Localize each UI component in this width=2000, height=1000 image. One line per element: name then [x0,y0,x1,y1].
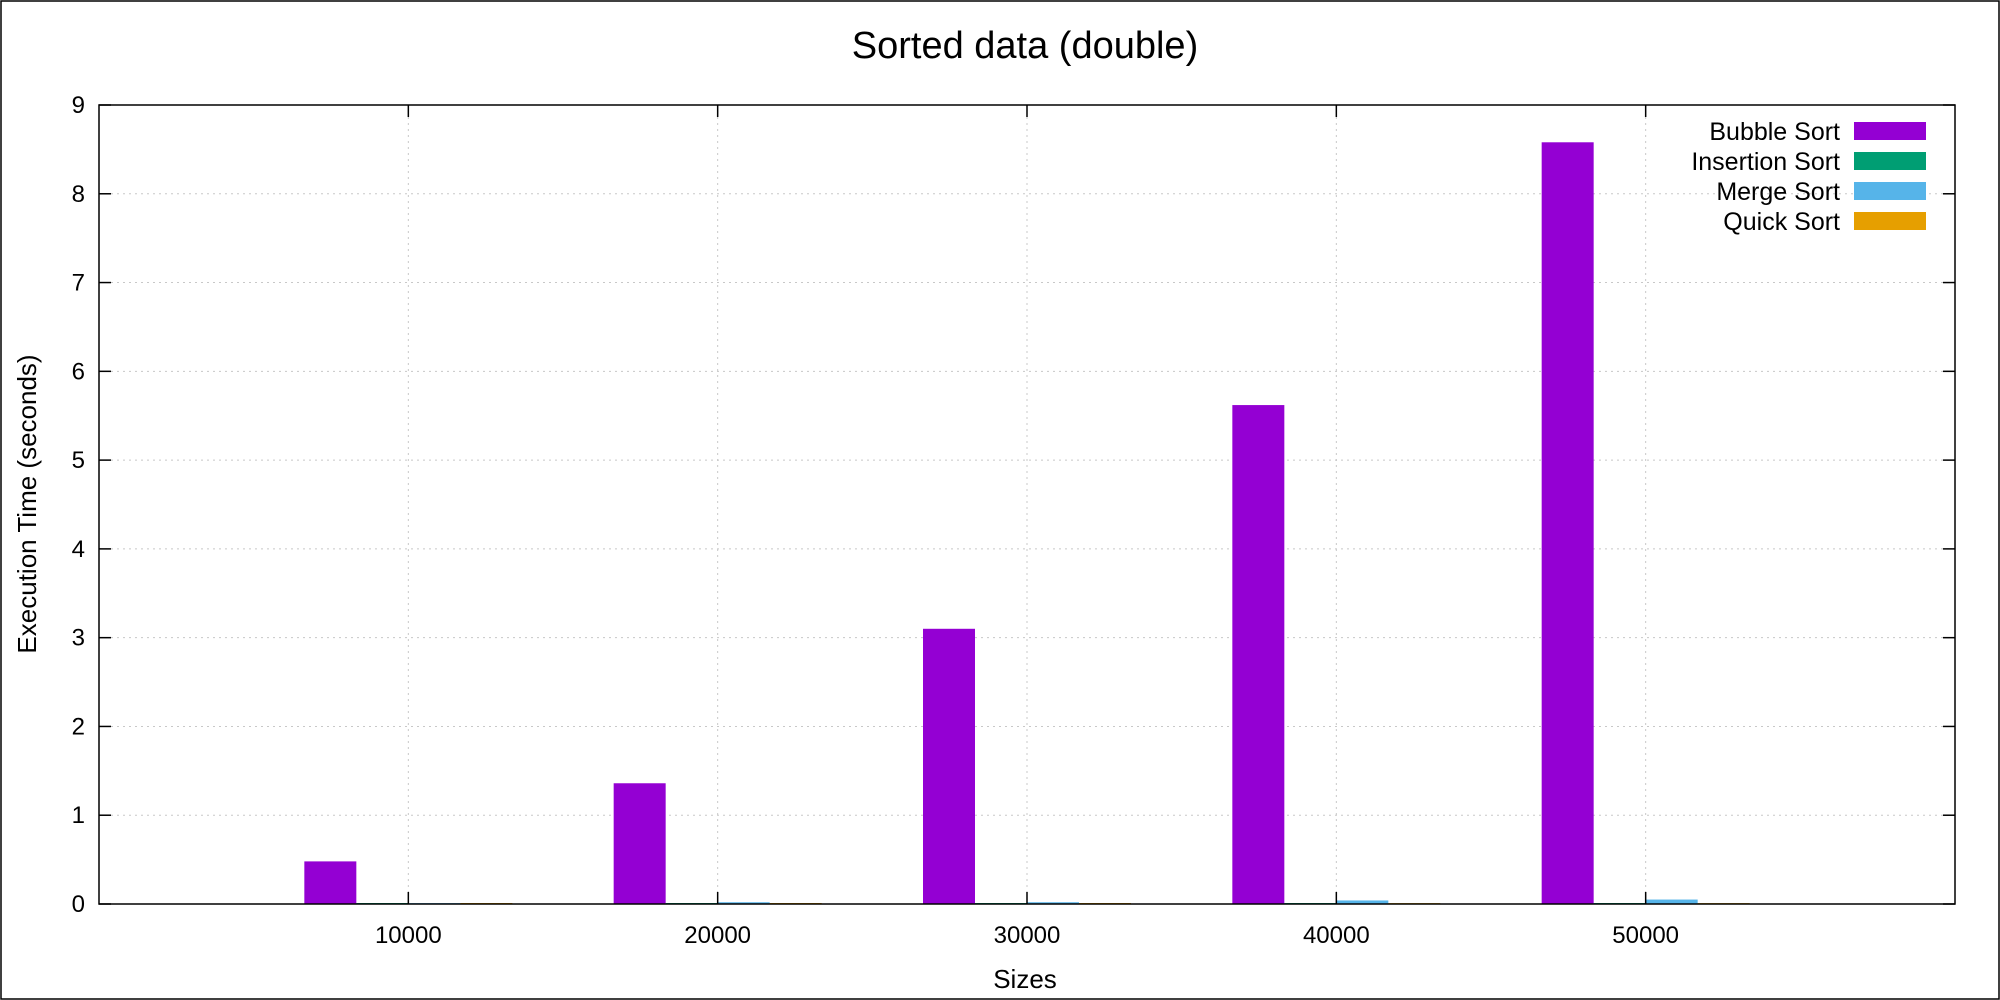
x-tick-label: 30000 [994,922,1061,949]
bar-bubble-sort-20000 [613,783,666,904]
ticks: 0 1 2 3 4 5 6 7 8 9 10000 20000 30000 40000 50000 [72,92,1955,949]
chart-title: Sorted data (double) [852,25,1198,67]
legend-swatch [1854,152,1926,170]
y-tick-label: 9 [72,92,85,119]
x-tick-label: 20000 [684,922,751,949]
legend-label: Bubble Sort [1709,118,1840,146]
bar-merge-sort-40000 [1336,900,1389,904]
legend-swatch [1854,212,1926,230]
x-axis-label: Sizes [993,964,1057,994]
bar-bubble-sort-40000 [1232,405,1285,904]
bar-merge-sort-30000 [1027,902,1079,904]
legend-label: Quick Sort [1723,208,1840,236]
y-tick-label: 5 [72,447,85,474]
y-tick-label: 4 [72,536,85,563]
y-tick-label: 0 [72,891,85,918]
x-tick-label: 50000 [1612,922,1679,949]
x-tick-label: 10000 [375,922,442,949]
y-axis-label: Execution Time (seconds) [12,354,42,653]
y-tick-label: 2 [72,713,85,740]
legend-label: Insertion Sort [1691,148,1840,176]
bar-bubble-sort-50000 [1541,142,1594,904]
bar-merge-sort-20000 [717,902,770,904]
bar-bubble-sort-10000 [304,861,357,904]
x-tick-label: 40000 [1303,922,1370,949]
y-tick-label: 7 [72,270,85,297]
grid [99,105,1955,904]
y-tick-label: 8 [72,181,85,208]
legend-label: Merge Sort [1716,178,1840,206]
bar-merge-sort-50000 [1645,899,1698,904]
legend-swatch [1854,182,1926,200]
bar-bubble-sort-30000 [923,628,975,904]
legend-swatch [1854,122,1926,140]
y-tick-label: 6 [72,358,85,385]
y-tick-label: 1 [72,802,85,829]
y-tick-label: 3 [72,625,85,652]
